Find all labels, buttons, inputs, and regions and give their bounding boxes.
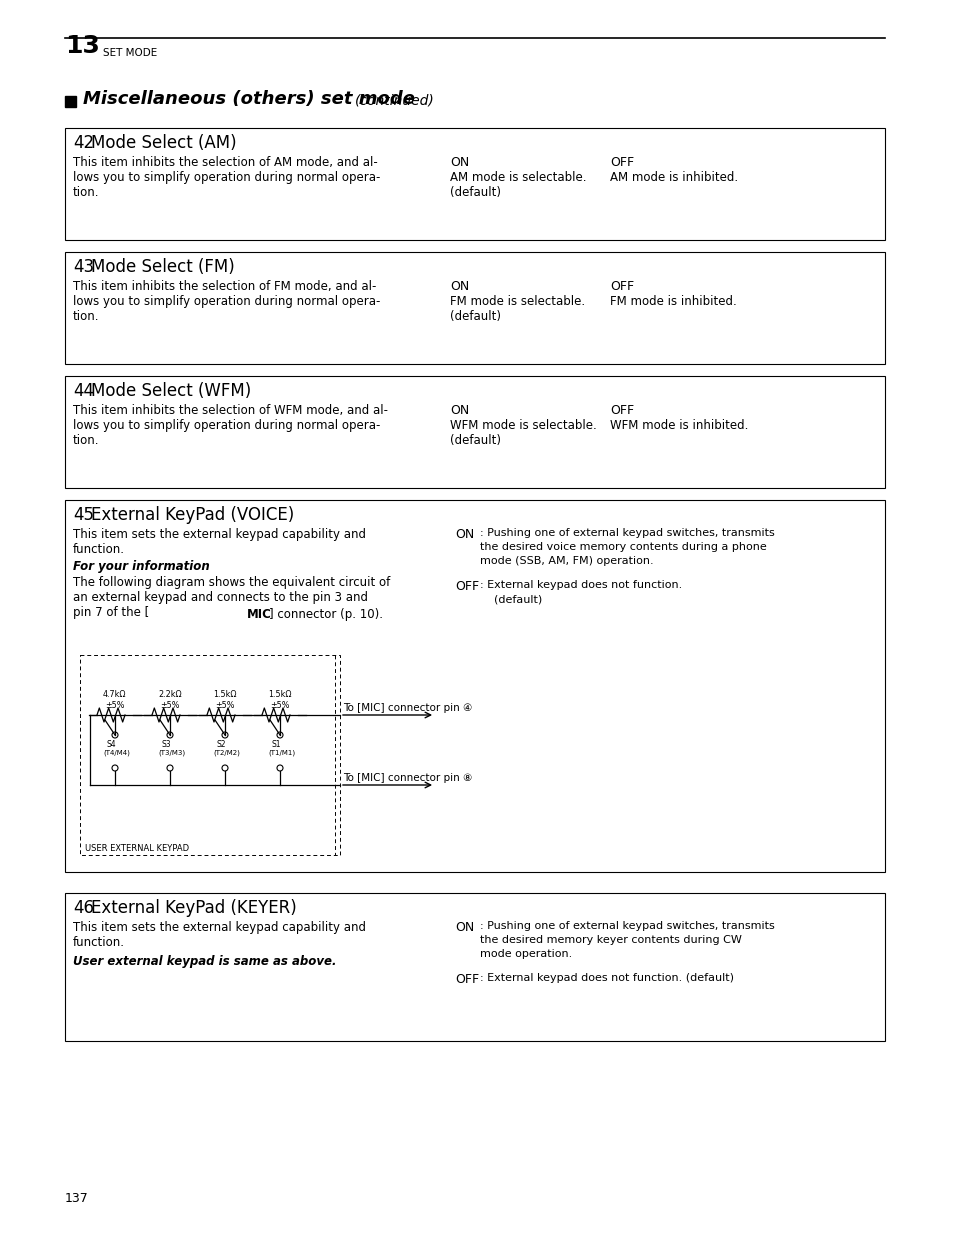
Text: : Pushing one of external keypad switches, transmits: : Pushing one of external keypad switche… [479, 529, 774, 538]
Text: OFF: OFF [609, 156, 634, 169]
Text: To [MIC] connector pin ⑧: To [MIC] connector pin ⑧ [343, 773, 472, 783]
Text: OFF: OFF [609, 280, 634, 293]
Text: (default): (default) [494, 595, 541, 605]
Text: OFF: OFF [455, 973, 478, 986]
Text: ±5%: ±5% [270, 701, 289, 710]
Bar [65, 893, 884, 1041]
Text: ON: ON [450, 280, 469, 293]
Text: 43: 43 [73, 258, 94, 275]
Text: ON: ON [455, 921, 474, 934]
Bar [65, 500, 884, 872]
Bar [65, 375, 884, 488]
Text: Mode Select (WFM): Mode Select (WFM) [91, 382, 251, 400]
Text: External KeyPad (VOICE): External KeyPad (VOICE) [91, 506, 294, 524]
Text: Mode Select (AM): Mode Select (AM) [91, 135, 236, 152]
Text: (T2/M2): (T2/M2) [213, 748, 239, 756]
Text: 45: 45 [73, 506, 94, 524]
Text: For your information: For your information [73, 559, 210, 573]
Text: ON: ON [455, 529, 474, 541]
Text: AM mode is inhibited.: AM mode is inhibited. [609, 170, 738, 184]
Text: ON: ON [450, 156, 469, 169]
Text: S4: S4 [107, 740, 116, 748]
Text: mode (SSB, AM, FM) operation.: mode (SSB, AM, FM) operation. [479, 556, 653, 566]
Text: Mode Select (FM): Mode Select (FM) [91, 258, 234, 275]
Text: AM mode is selectable.
(default): AM mode is selectable. (default) [450, 170, 586, 199]
Text: OFF: OFF [609, 404, 634, 417]
Text: FM mode is inhibited.: FM mode is inhibited. [609, 295, 736, 308]
Text: WFM mode is inhibited.: WFM mode is inhibited. [609, 419, 747, 432]
Text: the desired memory keyer contents during CW: the desired memory keyer contents during… [479, 935, 741, 945]
Text: (T1/M1): (T1/M1) [268, 748, 294, 756]
Text: 13: 13 [65, 35, 100, 58]
Bar [65, 252, 884, 364]
Text: To [MIC] connector pin ④: To [MIC] connector pin ④ [343, 703, 472, 713]
Bar [65, 96, 76, 107]
Text: External KeyPad (KEYER): External KeyPad (KEYER) [91, 899, 296, 918]
Text: ] connector (p. 10).: ] connector (p. 10). [269, 608, 382, 621]
Bar [80, 655, 339, 855]
Text: 1.5kΩ: 1.5kΩ [213, 690, 236, 699]
Text: (continued): (continued) [355, 94, 435, 107]
Text: 137: 137 [65, 1192, 89, 1205]
Text: SET MODE: SET MODE [103, 48, 157, 58]
Text: 4.7kΩ: 4.7kΩ [103, 690, 127, 699]
Text: This item inhibits the selection of WFM mode, and al-
lows you to simplify opera: This item inhibits the selection of WFM … [73, 404, 388, 447]
Text: ±5%: ±5% [160, 701, 179, 710]
Text: User external keypad is same as above.: User external keypad is same as above. [73, 955, 336, 968]
Text: OFF: OFF [455, 580, 478, 593]
Text: : Pushing one of external keypad switches, transmits: : Pushing one of external keypad switche… [479, 921, 774, 931]
Text: S2: S2 [216, 740, 226, 748]
Text: This item sets the external keypad capability and
function.: This item sets the external keypad capab… [73, 529, 366, 556]
Text: : External keypad does not function.: : External keypad does not function. [479, 580, 681, 590]
Text: ON: ON [450, 404, 469, 417]
Text: 2.2kΩ: 2.2kΩ [158, 690, 181, 699]
Text: ±5%: ±5% [214, 701, 234, 710]
Text: (T4/M4): (T4/M4) [103, 748, 130, 756]
Text: The following diagram shows the equivalent circuit of
an external keypad and con: The following diagram shows the equivale… [73, 576, 390, 619]
Text: S1: S1 [272, 740, 281, 748]
Text: 44: 44 [73, 382, 94, 400]
Text: This item inhibits the selection of FM mode, and al-
lows you to simplify operat: This item inhibits the selection of FM m… [73, 280, 380, 324]
Text: 1.5kΩ: 1.5kΩ [268, 690, 292, 699]
Bar [65, 128, 884, 240]
Text: This item inhibits the selection of AM mode, and al-
lows you to simplify operat: This item inhibits the selection of AM m… [73, 156, 380, 199]
Text: mode operation.: mode operation. [479, 948, 572, 960]
Text: (T3/M3): (T3/M3) [158, 748, 185, 756]
Text: 42: 42 [73, 135, 94, 152]
Text: FM mode is selectable.
(default): FM mode is selectable. (default) [450, 295, 584, 324]
Text: the desired voice memory contents during a phone: the desired voice memory contents during… [479, 542, 766, 552]
Text: S3: S3 [162, 740, 172, 748]
Text: ±5%: ±5% [105, 701, 125, 710]
Text: 46: 46 [73, 899, 94, 918]
Text: This item sets the external keypad capability and
function.: This item sets the external keypad capab… [73, 921, 366, 948]
Text: : External keypad does not function. (default): : External keypad does not function. (de… [479, 973, 733, 983]
Text: Miscellaneous (others) set mode: Miscellaneous (others) set mode [83, 90, 415, 107]
Text: USER EXTERNAL KEYPAD: USER EXTERNAL KEYPAD [85, 844, 189, 853]
Text: WFM mode is selectable.
(default): WFM mode is selectable. (default) [450, 419, 597, 447]
Text: MIC: MIC [247, 608, 272, 621]
